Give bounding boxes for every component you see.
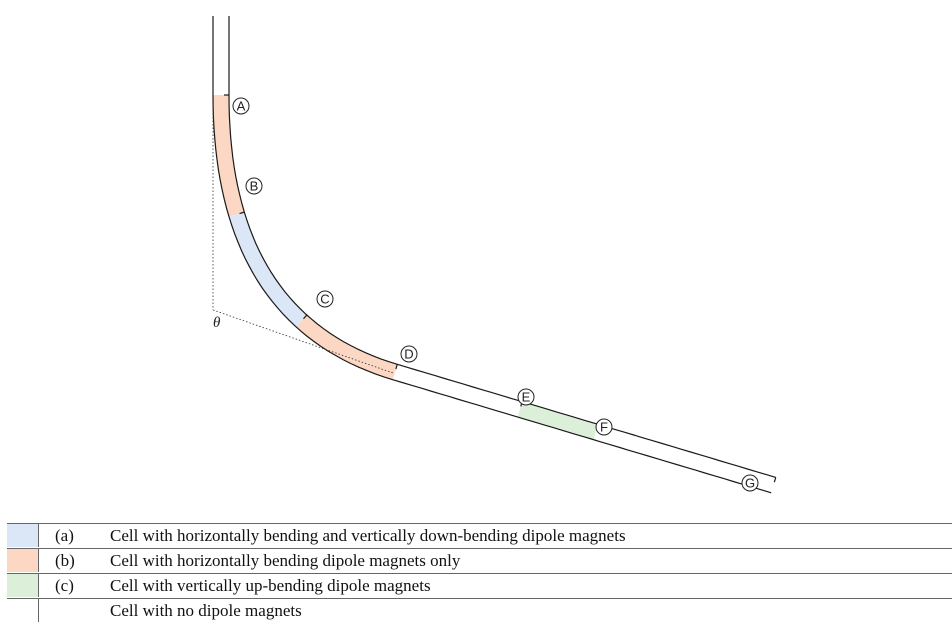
point-label-b: B xyxy=(250,179,259,194)
point-marker-d: D xyxy=(400,345,418,363)
legend-row-a: (a) Cell with horizontally bending and v… xyxy=(7,523,952,548)
point-circle-a xyxy=(232,97,250,115)
tube-outer-edge xyxy=(228,94,776,478)
point-marker-f: F xyxy=(595,418,613,436)
tick-g xyxy=(773,477,777,483)
cell-c-segment-ef xyxy=(517,401,598,440)
legend-row-c: (c) Cell with vertically up-bending dipo… xyxy=(7,573,952,598)
construction-lines xyxy=(212,110,394,374)
point-marker-b: B xyxy=(245,177,263,195)
legend-text-b: Cell with horizontally bending dipole ma… xyxy=(110,551,461,570)
point-marker-c: C xyxy=(316,290,334,308)
point-label-a: A xyxy=(237,99,246,114)
legend-swatch-none xyxy=(7,599,39,622)
legend-swatch-a xyxy=(7,524,39,547)
point-circle-f xyxy=(595,418,613,436)
legend-text-a: Cell with horizontally bending and verti… xyxy=(110,526,626,545)
point-label-g: G xyxy=(745,476,755,491)
point-circle-e xyxy=(517,388,535,406)
legend-letter-a: (a) xyxy=(55,526,74,545)
legend-swatch-b xyxy=(7,549,39,572)
legend-swatch-c xyxy=(7,574,39,597)
point-marker-a: A xyxy=(232,97,250,115)
tube-outlines xyxy=(212,16,776,494)
legend-row-b: (b) Cell with horizontally bending dipol… xyxy=(7,548,952,573)
tube-inner-edge xyxy=(212,94,772,494)
point-marker-g: G xyxy=(741,474,759,492)
legend-text-none: Cell with no dipole magnets xyxy=(110,601,302,620)
tick-b xyxy=(239,211,245,215)
point-circle-g xyxy=(741,474,759,492)
point-circle-c xyxy=(316,290,334,308)
cell-a-segment-bc xyxy=(229,212,307,327)
legend-text-c: Cell with vertically up-bending dipole m… xyxy=(110,576,431,595)
angled-reference-line xyxy=(212,309,394,374)
legend-letter-c: (c) xyxy=(55,576,74,595)
point-label-e: E xyxy=(522,390,531,405)
tick-d xyxy=(395,364,398,370)
legend-letter-b: (b) xyxy=(55,551,75,570)
point-label-d: D xyxy=(404,347,413,362)
point-circle-b xyxy=(245,177,263,195)
point-markers: A B C D E F G xyxy=(232,97,759,492)
angle-theta-label: θ xyxy=(213,315,221,331)
point-circle-d xyxy=(400,345,418,363)
legend-row-none: Cell with no dipole magnets xyxy=(7,598,952,623)
point-marker-e: E xyxy=(517,388,535,406)
cell-b-segment-cd xyxy=(296,315,398,380)
point-label-f: F xyxy=(600,420,608,435)
cell-b-segment-ab xyxy=(213,95,245,217)
cell-fills xyxy=(213,95,598,440)
tick-c xyxy=(303,314,308,320)
segment-ticks xyxy=(224,94,777,483)
legend: (a) Cell with horizontally bending and v… xyxy=(7,523,952,623)
point-label-c: C xyxy=(320,292,329,307)
